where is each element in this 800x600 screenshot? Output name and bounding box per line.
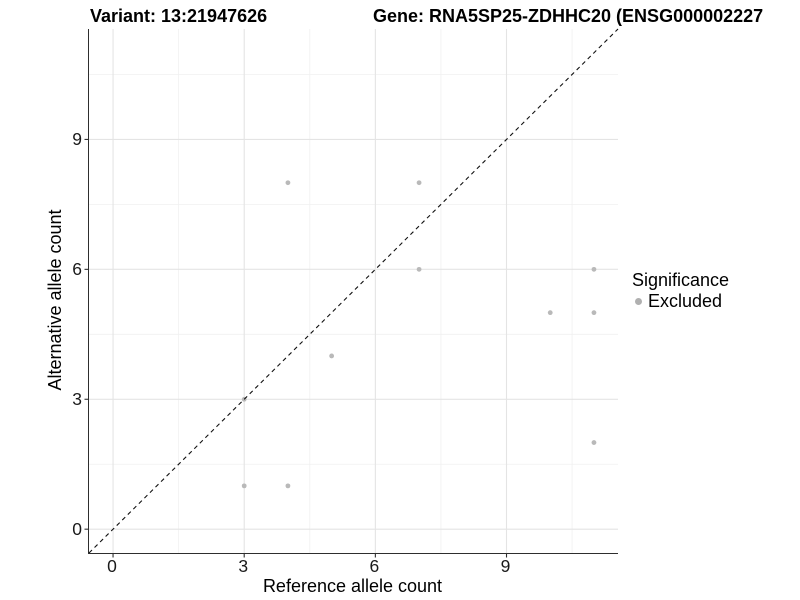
x-tick-label: 9	[500, 556, 511, 576]
data-point	[285, 483, 291, 489]
x-tick-label: 0	[107, 556, 117, 576]
data-point	[591, 310, 597, 316]
data-point	[416, 266, 422, 272]
plot-title-gene: Gene: RNA5SP25-ZDHHC20 (ENSG000002227	[373, 6, 764, 26]
legend-item-excluded: Excluded	[632, 291, 729, 311]
legend-item-label: Excluded	[648, 291, 723, 311]
x-tick-label: 3	[238, 556, 249, 576]
y-tick-label: 0	[72, 519, 82, 540]
data-point	[591, 440, 597, 445]
circle-icon	[635, 297, 642, 305]
x-tick-label: 6	[369, 556, 380, 576]
y-tick-label: 3	[72, 389, 82, 410]
y-axis-title: Alternative allele count	[45, 209, 65, 391]
y-tick-label: 6	[72, 259, 82, 280]
plot-panel	[84, 28, 619, 558]
data-point	[547, 310, 553, 316]
plot-title-variant: Variant: 13:21947626	[90, 6, 268, 26]
identity-line	[88, 28, 619, 554]
data-point	[329, 353, 335, 359]
x-axis-title: Reference allele count	[262, 576, 443, 596]
legend: Significance Excluded	[632, 270, 729, 311]
data-point	[591, 266, 597, 272]
data-point	[285, 180, 291, 186]
data-point	[241, 483, 247, 489]
plot-canvas	[84, 28, 619, 558]
data-point	[416, 180, 422, 186]
legend-title: Significance	[632, 270, 730, 290]
y-tick-label: 9	[72, 129, 82, 150]
